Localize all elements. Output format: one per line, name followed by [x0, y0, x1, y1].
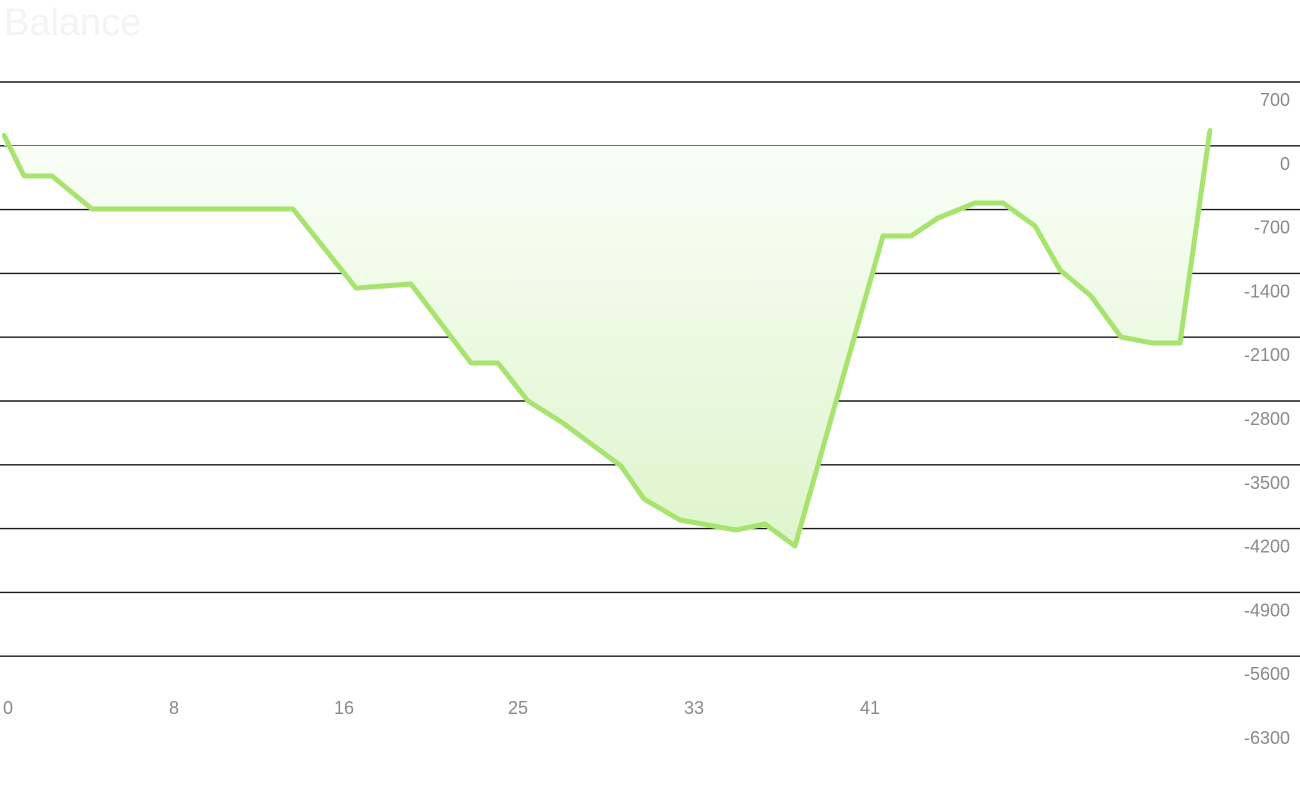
- x-axis-ticks: 0 8 16 25 33 41: [3, 698, 880, 718]
- balance-data-point: [793, 544, 797, 548]
- balance-data-point: [1001, 201, 1005, 205]
- balance-series-line: [1, 129, 1213, 549]
- series-line-layer: [1, 128, 1213, 549]
- balance-data-point: [561, 421, 565, 425]
- balance-data-point: [354, 286, 358, 290]
- y-tick-label: -5600: [1244, 664, 1290, 684]
- y-tick-label: -1400: [1244, 281, 1290, 301]
- balance-data-point: [50, 174, 54, 178]
- balance-data-point: [973, 201, 977, 205]
- balance-data-point: [936, 216, 940, 220]
- balance-area-fill: [4, 130, 1210, 546]
- y-tick-label: -2800: [1244, 409, 1290, 429]
- y-tick-label: -4900: [1244, 600, 1290, 620]
- balance-data-point: [291, 207, 295, 211]
- y-tick-label: 700: [1260, 90, 1290, 110]
- balance-data-point: [1058, 268, 1062, 272]
- x-tick-label: 8: [169, 698, 179, 718]
- balance-data-point: [642, 497, 646, 501]
- balance-data-point: [409, 282, 413, 286]
- balance-data-point: [90, 207, 94, 211]
- chart-title: Balance: [4, 2, 142, 44]
- x-tick-label: 33: [684, 698, 704, 718]
- y-tick-label: -3500: [1244, 473, 1290, 493]
- balance-data-point: [678, 518, 682, 522]
- balance-data-point: [1150, 341, 1154, 345]
- balance-data-point: [2, 133, 6, 137]
- balance-data-point: [1178, 341, 1182, 345]
- balance-data-point: [22, 174, 26, 178]
- y-tick-label: -6300: [1244, 728, 1290, 748]
- balance-data-point: [909, 234, 913, 238]
- x-tick-label: 16: [334, 698, 354, 718]
- balance-data-point: [734, 528, 738, 532]
- area-fill-layer: [4, 130, 1210, 546]
- balance-data-point: [1089, 294, 1093, 298]
- balance-data-point: [1208, 128, 1212, 132]
- balance-data-point: [596, 447, 600, 451]
- balance-data-point: [469, 361, 473, 365]
- balance-data-point: [763, 522, 767, 526]
- balance-data-point: [496, 361, 500, 365]
- y-tick-label: -2100: [1244, 345, 1290, 365]
- balance-data-point: [881, 234, 885, 238]
- balance-data-point: [1119, 335, 1123, 339]
- balance-data-point: [1033, 224, 1037, 228]
- x-tick-label: 25: [508, 698, 528, 718]
- y-axis-ticks: 700 0 -700 -1400 -2100 -2800 -3500 -4200 -4900 -5…: [1244, 90, 1290, 748]
- balance-data-point: [526, 399, 530, 403]
- x-tick-label: 41: [860, 698, 880, 718]
- y-tick-label: -700: [1254, 218, 1290, 238]
- x-tick-label: 0: [3, 698, 13, 718]
- balance-data-point: [619, 464, 623, 468]
- y-tick-label: -4200: [1244, 537, 1290, 557]
- y-tick-label: 0: [1280, 154, 1290, 174]
